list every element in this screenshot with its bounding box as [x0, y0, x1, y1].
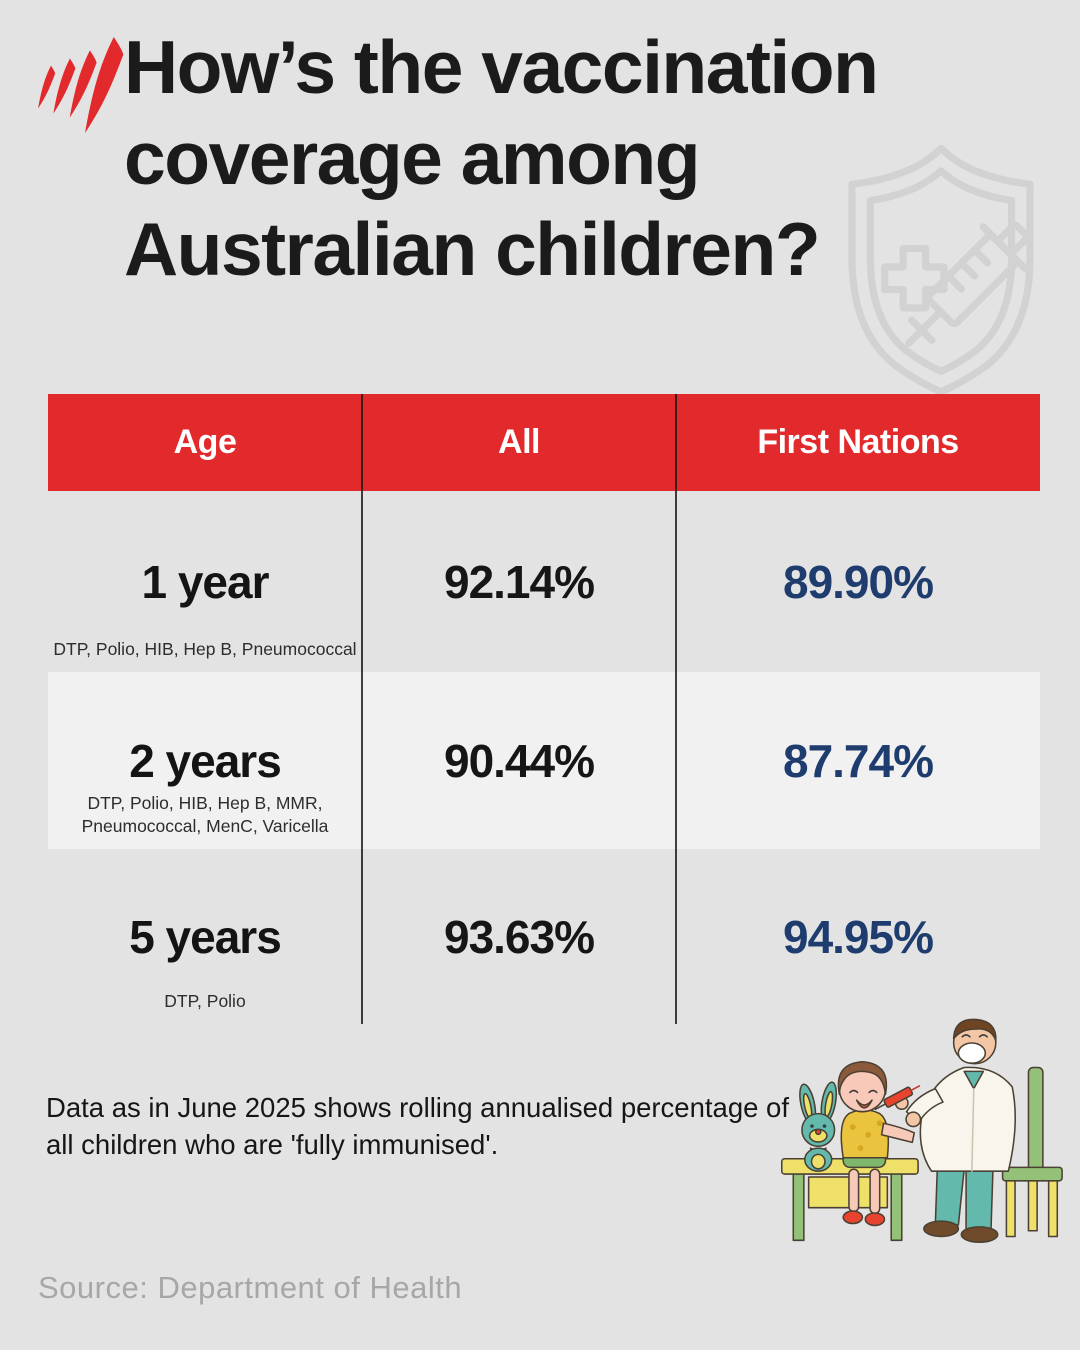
age-cell: 2 years DTP, Polio, HIB, Hep B, MMR, Pne…	[48, 672, 362, 849]
age-label: 2 years	[129, 734, 282, 787]
table-row: 1 year DTP, Polio, HIB, Hep B, Pneumococ…	[48, 491, 1040, 672]
first-nations-value: 87.74%	[782, 734, 934, 787]
sbs-logo-icon	[34, 34, 136, 136]
column-divider	[361, 394, 363, 1024]
shield-syringe-watermark-icon	[810, 134, 1072, 400]
all-value: 93.63%	[443, 910, 595, 963]
title-line-3: Australian children?	[124, 207, 821, 291]
all-value: 92.14%	[443, 555, 595, 608]
age-label: 1 year	[141, 555, 269, 608]
source-attribution: Source: Department of Health	[38, 1270, 463, 1305]
column-header-all: All	[498, 423, 540, 461]
title-line-1: How’s the vaccination	[124, 25, 879, 109]
first-nations-value: 89.90%	[782, 555, 934, 608]
age-cell: 5 years DTP, Polio	[48, 849, 362, 1024]
column-header-age: Age	[173, 423, 237, 461]
table-header-row: Age All First Nations	[48, 394, 1040, 491]
doctor-child-vaccination-illustration	[776, 1008, 1064, 1248]
vaccine-list: DTP, Polio, HIB, Hep B, Pneumococcal	[53, 638, 357, 659]
age-cell: 1 year DTP, Polio, HIB, Hep B, Pneumococ…	[48, 491, 362, 672]
vaccine-list: DTP, Polio	[164, 990, 246, 1011]
data-note-line-2: all children who are 'fully immunised'.	[46, 1129, 499, 1160]
data-note: Data as in June 2025 shows rolling annua…	[46, 1089, 789, 1163]
first-nations-value: 94.95%	[782, 910, 934, 963]
table-row: 2 years DTP, Polio, HIB, Hep B, MMR, Pne…	[48, 672, 1040, 849]
column-header-first-nations: First Nations	[757, 423, 959, 461]
data-note-line-1: Data as in June 2025 shows rolling annua…	[46, 1092, 789, 1123]
title-line-2: coverage among	[124, 116, 701, 200]
vaccination-table: Age All First Nations 1 year DTP, Polio,…	[48, 394, 1040, 1024]
vaccine-list: DTP, Polio, HIB, Hep B, MMR, Pneumococca…	[81, 792, 329, 836]
page-title: How’s the vaccination coverage among Aus…	[124, 22, 1064, 295]
all-value: 90.44%	[443, 734, 595, 787]
age-label: 5 years	[129, 910, 282, 963]
column-divider	[675, 394, 677, 1024]
table-row: 5 years DTP, Polio 93.63% 94.95%	[48, 849, 1040, 1024]
